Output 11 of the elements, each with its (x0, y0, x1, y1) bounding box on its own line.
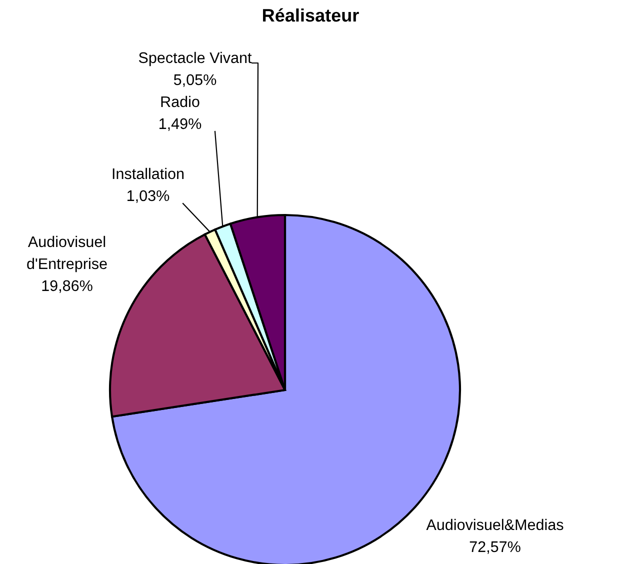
data-label: 5,05% (174, 74, 216, 87)
slice-label: Spectacle Vivant (138, 52, 252, 66)
data-label: 19,86% (42, 280, 92, 293)
slice-label: Audiovisuel&Medias (426, 518, 564, 530)
slice-label: Audiovisuel d'Entreprise (27, 236, 107, 272)
slice-label: Installation (112, 168, 184, 180)
data-label: 1,49% (160, 118, 202, 131)
chart-title: Réalisateur (263, 8, 359, 22)
slice-label: Radio (161, 96, 200, 108)
data-label: 72,57% (470, 541, 520, 554)
data-label: 1,03% (128, 190, 170, 203)
